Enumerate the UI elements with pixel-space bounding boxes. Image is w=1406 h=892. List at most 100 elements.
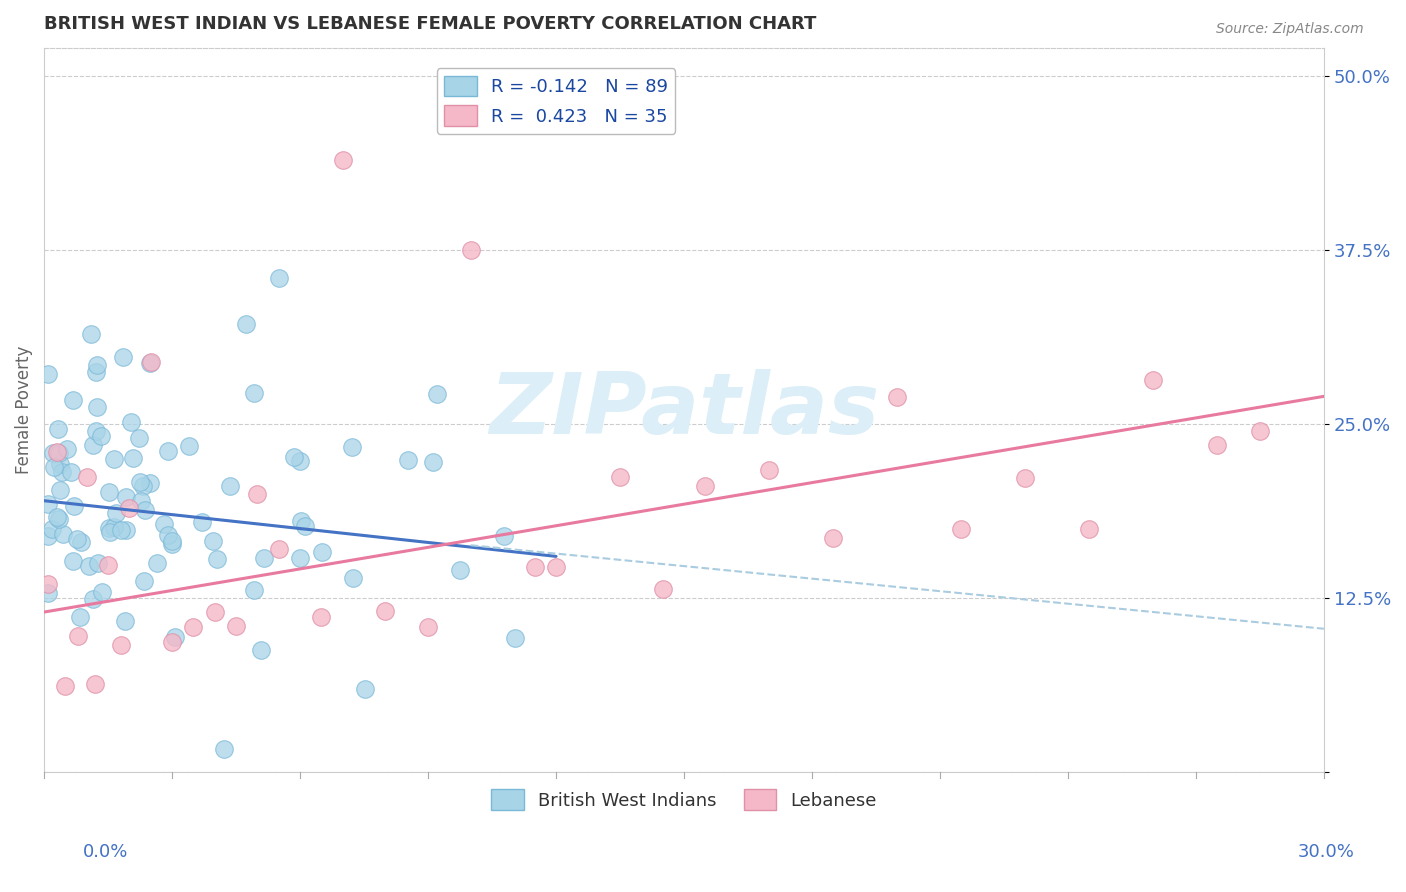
Point <box>153 516 176 531</box>
Point <box>695 479 717 493</box>
Text: 0.0%: 0.0% <box>83 843 128 861</box>
Point <box>426 387 449 401</box>
Point <box>267 271 290 285</box>
Point <box>191 515 214 529</box>
Point <box>160 536 183 550</box>
Point <box>62 392 84 407</box>
Point <box>129 493 152 508</box>
Point <box>97 558 120 573</box>
Point <box>342 571 364 585</box>
Point <box>201 534 224 549</box>
Point <box>97 521 120 535</box>
Point <box>110 638 132 652</box>
Point <box>103 520 125 534</box>
Point <box>544 559 567 574</box>
Point <box>56 442 79 457</box>
Point <box>80 326 103 341</box>
Point <box>283 450 305 465</box>
Point <box>98 525 121 540</box>
Point <box>609 470 631 484</box>
Point <box>115 523 138 537</box>
Point <box>1078 522 1101 536</box>
Point <box>114 491 136 505</box>
Point <box>41 522 63 536</box>
Point <box>48 446 70 460</box>
Point <box>120 415 142 429</box>
Point <box>950 522 973 536</box>
Point <box>82 592 104 607</box>
Point <box>63 499 86 513</box>
Point <box>267 542 290 557</box>
Point <box>45 445 67 459</box>
Point <box>84 677 107 691</box>
Point <box>55 679 77 693</box>
Point <box>156 443 179 458</box>
Point <box>294 518 316 533</box>
Point <box>70 535 93 549</box>
Point <box>160 533 183 548</box>
Point <box>60 465 83 479</box>
Point <box>128 431 150 445</box>
Point <box>122 451 145 466</box>
Point <box>84 424 107 438</box>
Point <box>183 619 205 633</box>
Point <box>253 550 276 565</box>
Point <box>139 476 162 491</box>
Point <box>49 483 72 498</box>
Point <box>243 386 266 401</box>
Point <box>48 457 70 471</box>
Point <box>165 630 187 644</box>
Point <box>37 498 59 512</box>
Point <box>51 465 73 479</box>
Point <box>374 604 396 618</box>
Point <box>139 356 162 370</box>
Point <box>90 429 112 443</box>
Point <box>492 529 515 543</box>
Point <box>177 439 200 453</box>
Point <box>225 619 247 633</box>
Point <box>243 582 266 597</box>
Point <box>290 515 312 529</box>
Point <box>212 742 235 756</box>
Point <box>204 605 226 619</box>
Point <box>42 445 65 459</box>
Point <box>823 531 845 545</box>
Y-axis label: Female Poverty: Female Poverty <box>15 346 32 475</box>
Point <box>219 478 242 492</box>
Point <box>37 529 59 543</box>
Point <box>44 460 66 475</box>
Point <box>1249 424 1271 438</box>
Point <box>523 560 546 574</box>
Point <box>103 451 125 466</box>
Point <box>132 479 155 493</box>
Point <box>82 438 104 452</box>
Text: Source: ZipAtlas.com: Source: ZipAtlas.com <box>1216 22 1364 37</box>
Text: 30.0%: 30.0% <box>1298 843 1354 861</box>
Point <box>129 475 152 490</box>
Point <box>332 153 354 167</box>
Point <box>87 556 110 570</box>
Point <box>207 552 229 566</box>
Point <box>422 455 444 469</box>
Legend: British West Indians, Lebanese: British West Indians, Lebanese <box>484 782 884 817</box>
Point <box>134 503 156 517</box>
Point <box>354 681 377 696</box>
Point <box>416 620 439 634</box>
Point <box>77 559 100 574</box>
Point <box>76 469 98 483</box>
Text: BRITISH WEST INDIAN VS LEBANESE FEMALE POVERTY CORRELATION CHART: BRITISH WEST INDIAN VS LEBANESE FEMALE P… <box>44 15 817 33</box>
Point <box>110 523 132 537</box>
Point <box>84 365 107 379</box>
Point <box>460 244 482 258</box>
Point <box>91 584 114 599</box>
Point <box>1014 471 1036 485</box>
Point <box>290 454 312 468</box>
Point <box>105 506 128 520</box>
Point <box>156 528 179 542</box>
Point <box>1142 372 1164 386</box>
Point <box>396 453 419 467</box>
Point <box>1206 438 1229 452</box>
Point <box>340 441 363 455</box>
Point <box>134 574 156 588</box>
Point <box>651 582 673 596</box>
